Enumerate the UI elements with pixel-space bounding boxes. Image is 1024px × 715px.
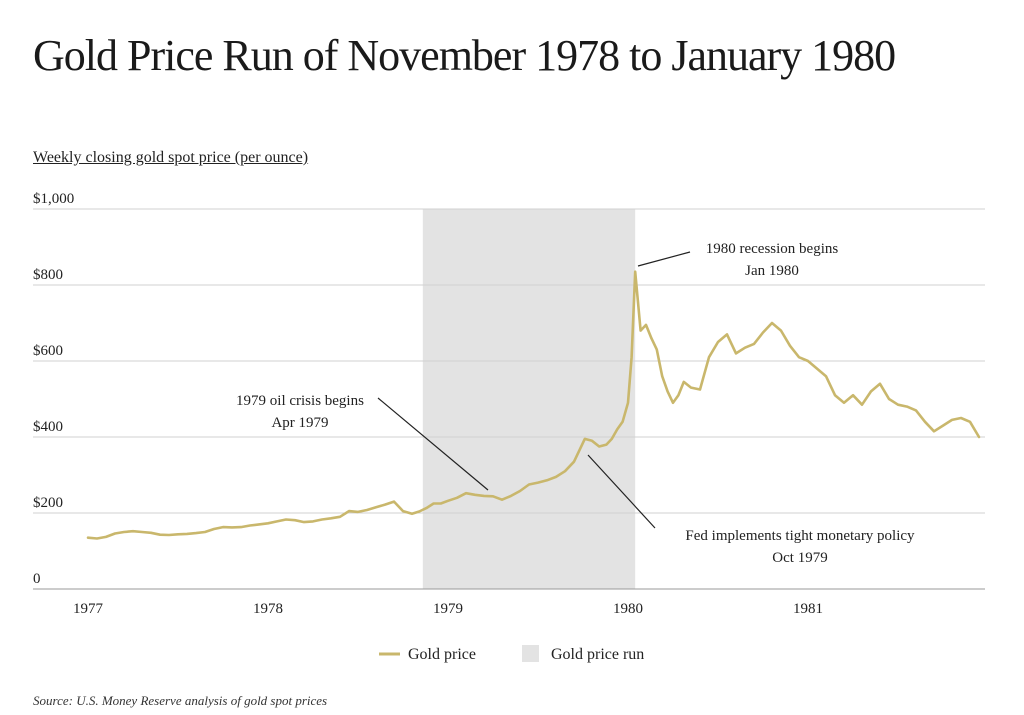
annotation-text: 1980 recession begins bbox=[706, 241, 839, 257]
annotation-layer: 1980 recession begins Jan 1980 1979 oil cr… bbox=[236, 241, 915, 566]
x-tick-label: 1977 bbox=[73, 601, 104, 617]
annotation-leader-line bbox=[587, 454, 656, 529]
x-tick-label: 1980 bbox=[613, 601, 643, 617]
y-tick-label: 0 bbox=[33, 571, 41, 587]
line-layer bbox=[86, 270, 981, 540]
annotation-text: Fed implements tight monetary policy bbox=[685, 528, 915, 544]
x-tick-label: 1978 bbox=[253, 601, 283, 617]
annotation-text: 1979 oil crisis begins bbox=[236, 393, 364, 409]
annotation-leader-line bbox=[377, 397, 489, 491]
y-tick-label: $600 bbox=[33, 343, 63, 359]
annotation-text: Apr 1979 bbox=[271, 415, 328, 431]
x-tick-label: 1981 bbox=[793, 601, 823, 617]
legend-label-gold-price-run: Gold price run bbox=[551, 646, 644, 663]
shade-layer bbox=[422, 209, 636, 589]
chart-title: Gold Price Run of November 1978 to Janua… bbox=[33, 31, 896, 80]
y-tick-label: $200 bbox=[33, 495, 63, 511]
y-tick-label: $400 bbox=[33, 419, 63, 435]
legend: Gold price Gold price run bbox=[379, 645, 644, 663]
chart-subtitle: Weekly closing gold spot price (per ounc… bbox=[33, 149, 309, 166]
annotation-text: Jan 1980 bbox=[745, 263, 799, 279]
gold-price-run-region bbox=[422, 209, 636, 589]
legend-label-gold-price: Gold price bbox=[408, 646, 476, 663]
source-note: Source: U.S. Money Reserve analysis of g… bbox=[33, 693, 328, 708]
grid-layer: 0 $200 $400 $600 $800 $1,000 1977 1978 1979 1980 1… bbox=[33, 191, 985, 617]
annotation-leader-line bbox=[637, 251, 691, 267]
annotation-text: Oct 1979 bbox=[772, 550, 827, 566]
y-tick-label: $1,000 bbox=[33, 191, 74, 207]
gold-price-line bbox=[86, 270, 981, 540]
legend-shade-swatch bbox=[522, 645, 539, 662]
x-tick-label: 1979 bbox=[433, 601, 463, 617]
gold-price-chart: 0 $200 $400 $600 $800 $1,000 1977 1978 1979 1980 1… bbox=[33, 191, 985, 663]
y-tick-label: $800 bbox=[33, 267, 63, 283]
